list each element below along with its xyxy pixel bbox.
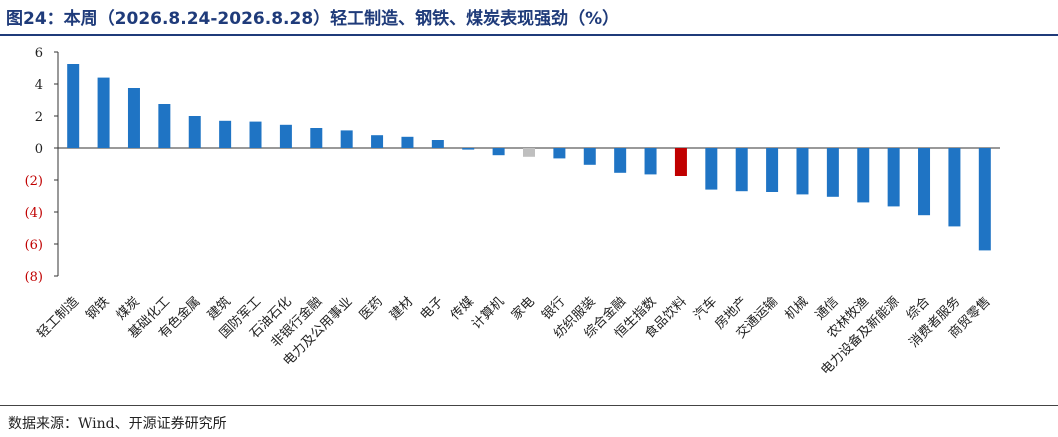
bar-国防军工	[249, 121, 262, 148]
y-tick-label: (8)	[25, 270, 43, 285]
bar-交通运输	[766, 148, 779, 192]
x-tick-label: 轻工制造	[35, 294, 82, 341]
bar-非银行金融	[310, 128, 323, 148]
bar-农林牧渔	[857, 148, 870, 203]
x-tick-label: 计算机	[469, 294, 507, 332]
bar-轻工制造	[67, 64, 80, 148]
bar-汽车	[705, 148, 718, 190]
footer-divider	[0, 405, 1058, 406]
y-tick-label: (2)	[25, 174, 43, 189]
x-tick-label: 医药	[357, 294, 386, 323]
bar-食品饮料	[674, 148, 687, 176]
bar-商贸零售	[978, 148, 991, 251]
chart-title: 图24：本周（2026.8.24-2026.8.28）轻工制造、钢铁、煤炭表现强…	[6, 9, 620, 29]
x-tick-label: 钢铁	[83, 294, 112, 323]
bar-计算机	[492, 148, 505, 156]
data-source: 数据来源：Wind、开源证券研究所	[8, 416, 227, 432]
bar-传媒	[462, 148, 475, 150]
bar-消费者服务	[948, 148, 961, 227]
y-tick-label: (6)	[25, 238, 43, 253]
y-tick-label: 2	[35, 110, 43, 125]
bar-综合	[918, 148, 931, 216]
y-tick-label: 6	[35, 46, 43, 61]
bar-纺织服装	[583, 148, 596, 165]
bar-机械	[796, 148, 809, 195]
bar-综合金融	[614, 148, 627, 173]
x-tick-label: 机械	[782, 294, 811, 323]
y-tick-label: (4)	[25, 206, 43, 221]
y-tick-label: 0	[35, 142, 43, 157]
bar-电子	[431, 140, 444, 148]
bar-建材	[401, 136, 414, 148]
bar-房地产	[735, 148, 748, 192]
bar-恒生指数	[644, 148, 657, 175]
bar-基础化工	[158, 104, 171, 148]
x-tick-label: 建材	[387, 294, 416, 323]
y-tick-label: 4	[35, 78, 43, 93]
bar-电力及公用事业	[340, 130, 353, 148]
bar-医药	[371, 135, 384, 148]
bar-煤炭	[127, 88, 140, 148]
bar-钢铁	[97, 77, 110, 148]
bar-电力设备及新能源	[887, 148, 900, 207]
bar-通信	[826, 148, 839, 197]
x-tick-label: 电子	[418, 294, 447, 323]
bar-银行	[553, 148, 566, 159]
bar-建筑	[219, 120, 232, 148]
bar-石油石化	[279, 124, 292, 148]
x-tick-label: 家电	[508, 294, 538, 324]
bar-有色金属	[188, 116, 201, 148]
title-bar: 图24：本周（2026.8.24-2026.8.28）轻工制造、钢铁、煤炭表现强…	[0, 0, 1058, 36]
bar-家电	[523, 148, 535, 157]
